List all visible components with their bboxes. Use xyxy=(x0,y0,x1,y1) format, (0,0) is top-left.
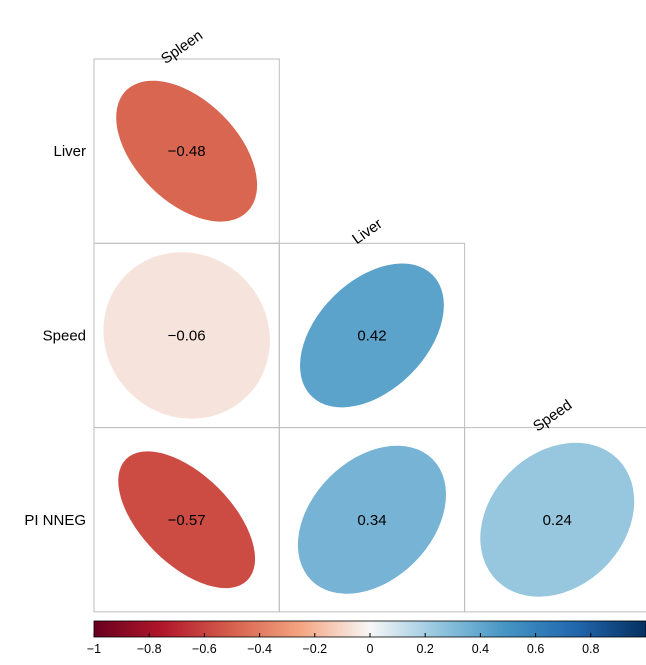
colorbar-tick-label-8: 0.6 xyxy=(527,642,544,656)
cell-border-pi-nneg-speed xyxy=(464,427,646,613)
row-label-liver: Liver xyxy=(53,143,86,160)
colorbar-tick-label-3: −0.4 xyxy=(247,642,272,656)
colorbar-tick-label-6: 0.2 xyxy=(417,642,434,656)
value-label-liver-spleen: −0.48 xyxy=(168,143,206,160)
value-label-speed-spleen: −0.06 xyxy=(168,327,206,344)
column-label-spleen: Spleen xyxy=(158,27,206,68)
ellipse-pi-nneg-speed xyxy=(480,442,635,597)
column-label-speed: Speed xyxy=(530,397,575,436)
value-label-pi-nneg-liver: 0.34 xyxy=(357,512,386,529)
colorbar-tick-label-1: −0.8 xyxy=(137,642,162,656)
value-label-speed-liver: 0.42 xyxy=(357,327,386,344)
colorbar-tick-label-4: −0.2 xyxy=(302,642,327,656)
colorbar-tick-label-2: −0.6 xyxy=(192,642,217,656)
value-label-pi-nneg-spleen: −0.57 xyxy=(168,512,206,529)
row-label-pi-nneg: PI NNEG xyxy=(24,512,86,529)
ellipse-pi-nneg-liver xyxy=(297,445,446,594)
ellipse-speed-liver xyxy=(300,263,444,408)
ellipse-speed-spleen xyxy=(103,252,270,419)
colorbar-tick-label-7: 0.4 xyxy=(472,642,489,656)
ellipse-pi-nneg-spleen xyxy=(118,451,256,589)
ellipse-liver-spleen xyxy=(116,80,258,222)
colorbar-tick-label-5: 0 xyxy=(367,642,374,656)
colorbar-tick-label-0: −1 xyxy=(87,642,101,656)
correlation-cells: −0.48 −0.06 0.42 −0.57 0.34 0.24 xyxy=(93,58,646,613)
colorbar: −1 −0.8 −0.6 −0.4 −0.2 0 0.2 0.4 0.6 0.8 xyxy=(87,620,646,656)
colorbar-tick-label-9: 0.8 xyxy=(582,642,599,656)
row-label-speed: Speed xyxy=(43,327,86,344)
value-label-pi-nneg-speed: 0.24 xyxy=(543,512,572,529)
